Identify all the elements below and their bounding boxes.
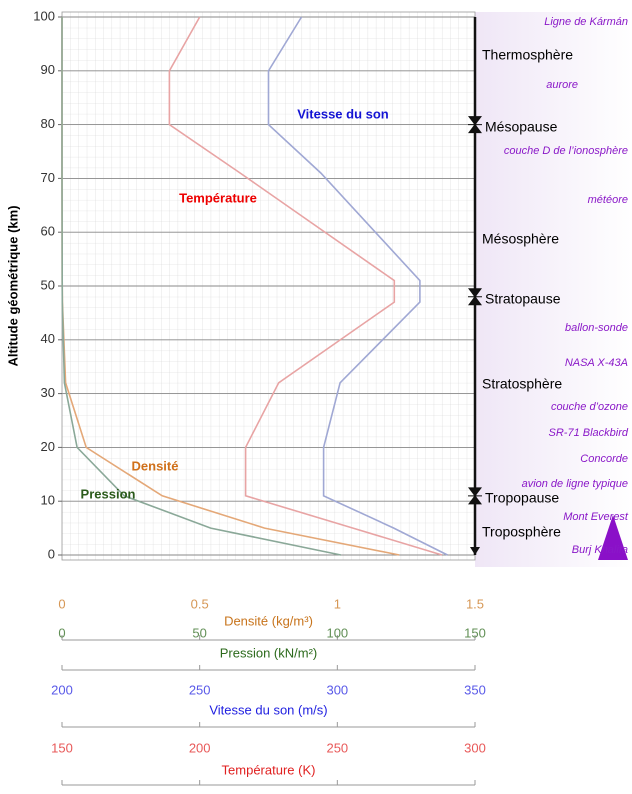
y-tick-label: 30	[41, 385, 55, 400]
annotation: couche D de l’ionosphère	[504, 145, 628, 157]
x-axis-title: Densité (kg/m³)	[224, 613, 313, 628]
series-label: Température	[179, 190, 257, 205]
y-tick-label: 90	[41, 62, 55, 77]
x-tick-label: 300	[464, 740, 486, 755]
x-tick-label: 150	[464, 625, 486, 640]
boundary-label: Stratopause	[485, 290, 561, 306]
annotation: couche d’ozone	[551, 401, 628, 413]
x-tick-label: 250	[189, 682, 211, 697]
x-tick-label: 0.5	[191, 596, 209, 611]
annotation: météore	[588, 194, 628, 206]
annotation: Burj Khalifa	[572, 544, 628, 556]
y-tick-label: 100	[33, 8, 55, 23]
y-tick-label: 60	[41, 224, 55, 239]
x-axis-title: Température (K)	[222, 762, 316, 777]
layer-label: Mésosphère	[482, 231, 559, 247]
annotation: Ligne de Kármán	[544, 16, 628, 28]
x-tick-label: 150	[51, 740, 73, 755]
annotation: SR-71 Blackbird	[549, 427, 629, 439]
x-tick-label: 250	[326, 740, 348, 755]
annotation: Mont Everest	[563, 511, 629, 523]
y-tick-label: 50	[41, 277, 55, 292]
series-label: Pression	[81, 486, 136, 501]
x-tick-label: 0	[58, 625, 65, 640]
boundary-label: Mésopause	[485, 118, 558, 134]
x-tick-label: 100	[326, 625, 348, 640]
boundary-label: Tropopause	[485, 490, 559, 506]
y-tick-label: 40	[41, 331, 55, 346]
y-tick-label: 70	[41, 170, 55, 185]
y-tick-label: 20	[41, 439, 55, 454]
annotation: aurore	[546, 79, 578, 91]
annotation: Concorde	[580, 453, 628, 465]
y-tick-label: 10	[41, 493, 55, 508]
layer-label: Stratosphère	[482, 376, 562, 392]
layer-label: Thermosphère	[482, 47, 573, 63]
x-tick-label: 300	[326, 682, 348, 697]
x-tick-label: 200	[51, 682, 73, 697]
x-tick-label: 200	[189, 740, 211, 755]
annotation: avion de ligne typique	[522, 478, 628, 490]
annotation: ballon-sonde	[565, 322, 628, 334]
y-axis-title: Altitude géométrique (km)	[5, 205, 20, 366]
chart: Altitude géométrique (km) 01020304050607…	[0, 0, 632, 789]
x-tick-label: 350	[464, 682, 486, 697]
x-tick-label: 50	[192, 625, 206, 640]
layer-label: Troposphère	[482, 524, 561, 540]
y-tick-label: 0	[48, 546, 55, 561]
y-tick-label: 80	[41, 116, 55, 131]
x-tick-label: 1	[334, 596, 341, 611]
series-label: Densité	[132, 458, 179, 473]
x-axis-title: Pression (kN/m²)	[220, 645, 318, 660]
x-tick-label: 1.5	[466, 596, 484, 611]
x-tick-label: 0	[58, 596, 65, 611]
series-label: Vitesse du son	[297, 106, 389, 121]
x-axis-title: Vitesse du son (m/s)	[209, 702, 327, 717]
annotation: NASA X-43A	[565, 357, 628, 369]
